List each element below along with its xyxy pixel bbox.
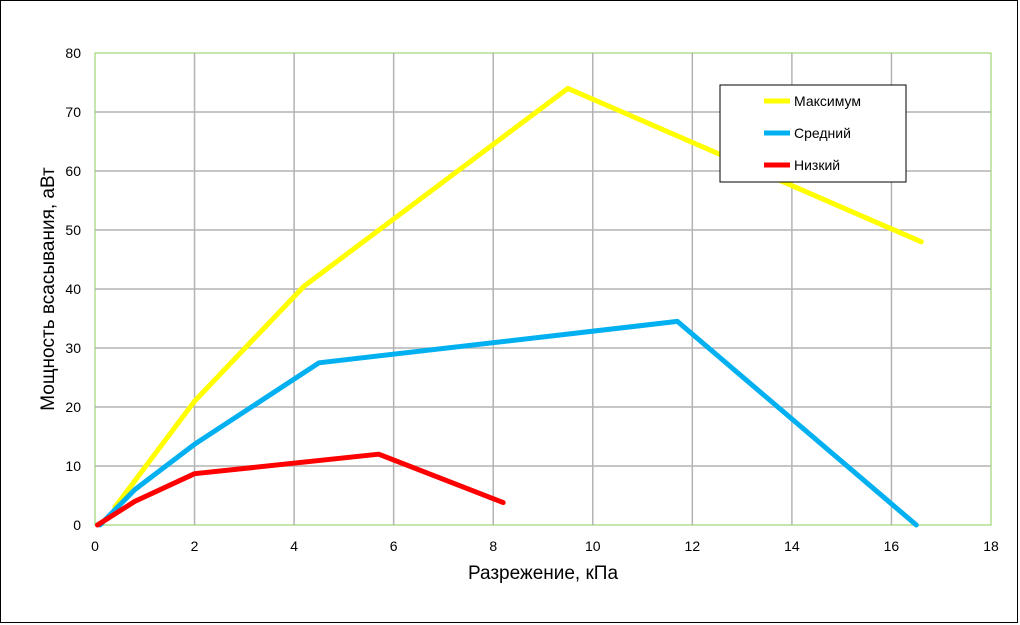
legend-items: Максимум Средний Низкий	[764, 93, 861, 173]
y-tick-label: 0	[73, 517, 81, 533]
x-tick-label: 0	[91, 538, 99, 554]
legend-label: Максимум	[794, 93, 861, 109]
gridlines	[95, 53, 991, 525]
series-lines	[95, 85, 924, 528]
y-tick-label: 70	[65, 104, 81, 120]
y-tick-label: 60	[65, 163, 81, 179]
x-tick-label: 6	[390, 538, 398, 554]
x-tick-label: 8	[489, 538, 497, 554]
series-line	[97, 318, 919, 528]
y-tick-label: 50	[65, 222, 81, 238]
x-tick-label: 10	[585, 538, 601, 554]
legend-box	[719, 84, 907, 183]
x-tick-labels: 0 2 4 6 8 10 12 14 16 18	[91, 538, 999, 554]
x-tick-label: 14	[784, 538, 800, 554]
x-tick-label: 4	[290, 538, 298, 554]
legend-label: Средний	[794, 125, 851, 141]
x-tick-label: 18	[983, 538, 999, 554]
y-tick-label: 10	[65, 458, 81, 474]
legend: Максимум Средний Низкий	[719, 84, 907, 183]
series-line	[95, 451, 506, 528]
x-tick-label: 12	[685, 538, 701, 554]
x-tick-label: 16	[884, 538, 900, 554]
y-axis-title: Мощность всасывания, аВт	[38, 167, 59, 411]
y-tick-label: 40	[65, 281, 81, 297]
y-tick-labels: 0 10 20 30 40 50 60 70 80	[65, 45, 81, 533]
y-tick-label: 80	[65, 45, 81, 61]
y-tick-label: 20	[65, 399, 81, 415]
x-axis-title: Разрежение, кПа	[468, 563, 619, 584]
series-line	[112, 85, 924, 510]
legend-label: Низкий	[794, 157, 840, 173]
y-tick-label: 30	[65, 340, 81, 356]
x-tick-label: 2	[191, 538, 199, 554]
